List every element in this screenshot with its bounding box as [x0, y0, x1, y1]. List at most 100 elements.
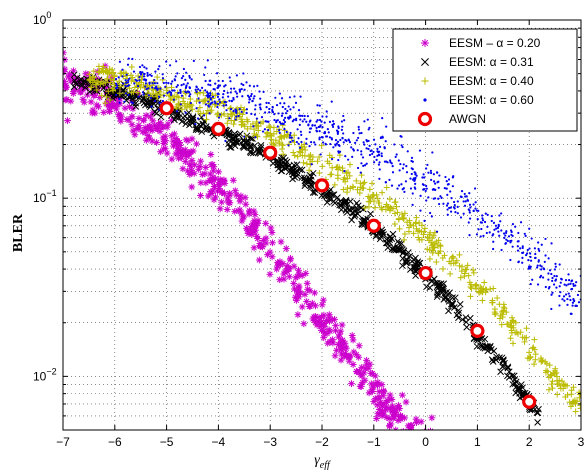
data-point [450, 197, 453, 200]
data-point [571, 304, 574, 307]
data-point [560, 385, 567, 392]
data-point [175, 85, 178, 89]
data-point [446, 183, 449, 186]
data-point [292, 118, 296, 121]
data-point [267, 224, 275, 232]
data-point [173, 111, 181, 119]
data-point [146, 103, 154, 111]
data-point [432, 180, 436, 183]
data-point [394, 209, 401, 216]
data-point [166, 91, 169, 95]
data-point [281, 105, 284, 109]
data-point [314, 143, 317, 146]
data-point [351, 155, 354, 158]
data-point [532, 351, 539, 358]
data-point [243, 88, 246, 91]
data-point [358, 132, 361, 135]
data-point [204, 79, 207, 83]
data-point [499, 220, 502, 223]
data-point [172, 150, 180, 158]
data-point [237, 209, 245, 217]
data-point [425, 187, 428, 190]
data-point [410, 156, 414, 159]
data-point [352, 149, 355, 152]
data-point [268, 107, 271, 111]
data-point [517, 329, 524, 336]
data-point [206, 59, 209, 62]
data-point [446, 258, 453, 265]
data-point [505, 368, 513, 376]
data-point [367, 139, 370, 143]
data-point [413, 419, 420, 426]
legend-marker-x [421, 58, 429, 66]
data-point [267, 128, 270, 132]
data-point [453, 203, 456, 207]
data-point [90, 68, 97, 75]
data-point [135, 115, 143, 122]
data-point [133, 82, 136, 85]
data-point [207, 190, 215, 197]
data-point [212, 92, 219, 99]
data-point [276, 139, 283, 146]
data-point [547, 278, 550, 281]
data-point [464, 262, 471, 269]
data-point [297, 137, 300, 140]
data-point [406, 252, 414, 260]
data-point [311, 289, 319, 297]
data-point [318, 313, 325, 321]
data-point [235, 92, 239, 95]
data-point [558, 294, 561, 298]
data-point [468, 209, 471, 212]
data-point [491, 309, 498, 316]
awgn-point [522, 394, 537, 409]
data-point [449, 206, 452, 209]
data-point [516, 245, 519, 248]
data-point [444, 175, 447, 179]
data-point [499, 357, 507, 365]
data-point [154, 74, 161, 81]
data-point [235, 74, 239, 77]
data-point [401, 414, 409, 422]
data-point [485, 231, 488, 235]
data-point [234, 118, 237, 121]
legend-label: EESM: α = 0.60 [449, 93, 534, 107]
data-point [144, 78, 148, 81]
data-point [310, 163, 313, 166]
data-point [377, 398, 384, 406]
data-point [346, 352, 354, 360]
data-point [477, 288, 484, 295]
data-point [86, 71, 93, 78]
data-point [142, 93, 145, 96]
data-point [202, 123, 210, 130]
data-point [387, 204, 394, 211]
data-point [234, 90, 237, 93]
data-point [481, 217, 484, 220]
data-point [374, 195, 381, 202]
data-point [456, 200, 459, 203]
data-point [216, 72, 219, 75]
data-point [235, 115, 238, 118]
data-point [287, 116, 290, 119]
data-point [354, 186, 361, 193]
data-point [498, 321, 505, 328]
data-point [457, 274, 464, 281]
data-point [544, 368, 551, 375]
data-point [242, 200, 250, 208]
data-point [202, 114, 206, 117]
data-point [355, 139, 358, 142]
data-point [295, 282, 303, 290]
data-point [245, 108, 248, 111]
data-point [414, 228, 421, 235]
data-point [228, 117, 231, 120]
data-point [529, 252, 532, 255]
data-point [221, 190, 228, 198]
data-point [439, 445, 446, 452]
data-point [437, 197, 440, 200]
data-point [521, 338, 528, 345]
data-point [361, 156, 365, 159]
data-point [570, 312, 573, 315]
data-point [251, 130, 258, 137]
data-point [297, 142, 300, 145]
data-point [214, 102, 217, 105]
data-point [294, 311, 302, 319]
